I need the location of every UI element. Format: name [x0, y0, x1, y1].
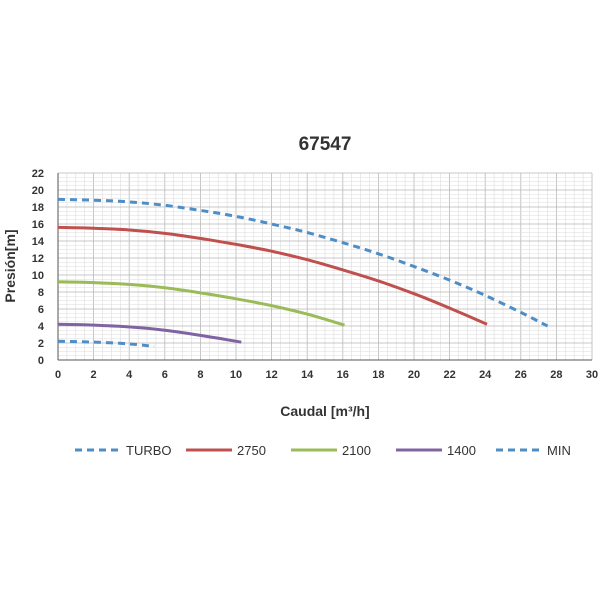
- y-tick-label: 16: [32, 219, 44, 231]
- y-tick-label: 18: [32, 202, 44, 214]
- legend-label-turbo: TURBO: [126, 443, 172, 458]
- series-line-1400: [57, 322, 242, 344]
- x-tick-label: 16: [337, 369, 349, 381]
- legend: TURBO 2750 2100 1400 MIN: [75, 443, 571, 458]
- x-tick-label: 18: [372, 369, 384, 381]
- plot-grid: [57, 172, 593, 361]
- y-axis-title: Presión[m]: [2, 229, 18, 302]
- x-axis-title: Caudal [m³/h]: [280, 403, 369, 419]
- x-tick-labels: 0 2 4 6 8 10 12 14 16 18 20 22 24 26 28 30: [55, 369, 598, 381]
- legend-label-min: MIN: [547, 443, 571, 458]
- x-tick-label: 30: [586, 369, 598, 381]
- y-tick-label: 0: [38, 355, 44, 367]
- x-tick-label: 4: [126, 369, 133, 381]
- y-tick-label: 12: [32, 253, 44, 265]
- x-tick-label: 0: [55, 369, 61, 381]
- series-line-turbo: [57, 197, 549, 328]
- y-tick-label: 20: [32, 185, 44, 197]
- x-tick-label: 24: [479, 369, 492, 381]
- y-tick-labels: 0 2 4 6 8 10 12 14 16 18 20 22: [32, 168, 45, 367]
- y-tick-label: 10: [32, 270, 44, 282]
- x-tick-label: 14: [301, 369, 314, 381]
- x-tick-label: 26: [515, 369, 527, 381]
- y-tick-label: 14: [32, 236, 45, 248]
- y-tick-label: 8: [38, 287, 44, 299]
- x-tick-label: 22: [443, 369, 455, 381]
- y-tick-label: 2: [38, 338, 44, 350]
- x-tick-label: 2: [91, 369, 97, 381]
- x-tick-label: 8: [197, 369, 203, 381]
- y-tick-label: 22: [32, 168, 44, 180]
- data-series: [57, 197, 549, 348]
- y-tick-label: 6: [38, 304, 44, 316]
- legend-label-1400: 1400: [447, 443, 476, 458]
- series-line-min: [57, 339, 155, 348]
- y-tick-label: 4: [38, 321, 45, 333]
- legend-label-2100: 2100: [342, 443, 371, 458]
- x-tick-label: 10: [230, 369, 242, 381]
- x-tick-label: 6: [162, 369, 168, 381]
- series-line-2750: [57, 225, 488, 326]
- x-tick-label: 12: [265, 369, 277, 381]
- plot-axes: [57, 173, 592, 361]
- x-tick-label: 20: [408, 369, 420, 381]
- legend-label-2750: 2750: [237, 443, 266, 458]
- chart-title: 67547: [299, 134, 352, 155]
- x-tick-label: 28: [550, 369, 562, 381]
- series-line-2100: [57, 280, 346, 327]
